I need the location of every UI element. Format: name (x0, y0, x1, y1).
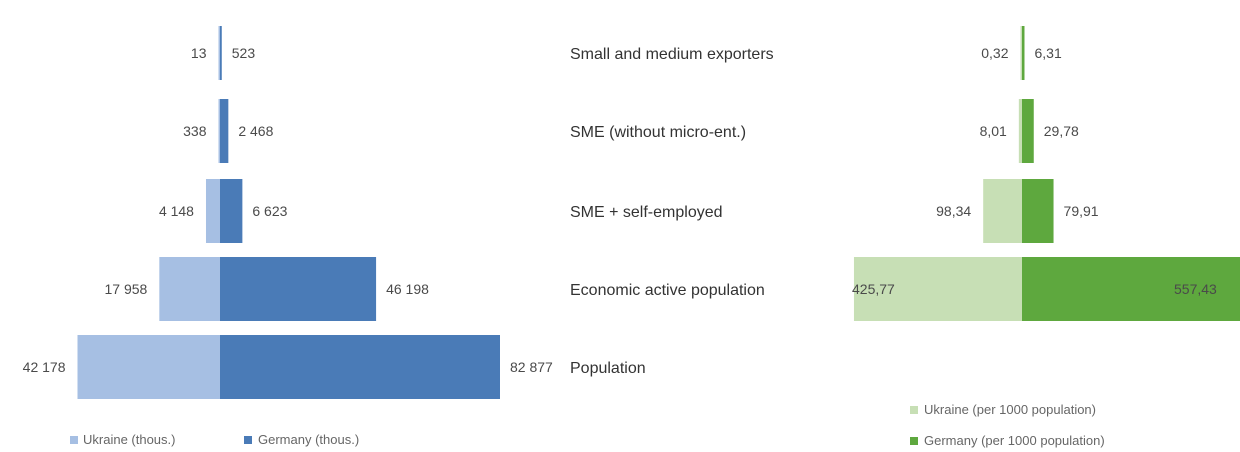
label-germany-per1000-sme-without-micro-ent: 29,78 (1044, 123, 1079, 139)
label-ukraine-per1000-small-and-medium-exporters: 0,32 (981, 45, 1008, 61)
legend-swatch-germany-per1000 (910, 437, 918, 445)
legend-swatch-ukraine-per1000 (910, 406, 918, 414)
legend-label-ukraine-per1000: Ukraine (per 1000 population) (924, 402, 1096, 417)
bar-ukraine-per1000-small-and-medium-exporters (1020, 26, 1022, 80)
label-ukraine-thous-small-and-medium-exporters: 13 (191, 45, 207, 61)
label-ukraine-thous-population: 42 178 (23, 359, 66, 375)
bar-germany-thous-small-and-medium-exporters (220, 26, 222, 80)
legend-label-germany-thous: Germany (thous.) (258, 432, 359, 447)
category-label-sme-self-employed: SME + self-employed (570, 204, 723, 221)
label-germany-thous-population: 82 877 (510, 359, 553, 375)
category-label-sme-without-micro-ent: SME (without micro-ent.) (570, 124, 746, 141)
category-label-small-and-medium-exporters: Small and medium exporters (570, 46, 774, 63)
bar-ukraine-thous-small-and-medium-exporters (218, 26, 220, 80)
legend-swatch-germany-thous (244, 436, 252, 444)
bar-germany-thous-sme-self-employed (220, 179, 243, 243)
category-label-population: Population (570, 360, 646, 377)
legend-swatch-ukraine-thous (70, 436, 78, 444)
label-germany-thous-small-and-medium-exporters: 523 (232, 45, 256, 61)
bar-germany-thous-economic-active-population (220, 257, 377, 321)
bar-ukraine-per1000-sme-without-micro-ent (1018, 99, 1022, 163)
bar-ukraine-thous-sme-without-micro-ent (218, 99, 220, 163)
label-germany-per1000-sme-self-employed: 79,91 (1064, 203, 1099, 219)
bar-germany-per1000-economic-active-population (1022, 257, 1240, 321)
label-ukraine-per1000-sme-self-employed: 98,34 (936, 203, 971, 219)
label-ukraine-thous-sme-without-micro-ent: 338 (183, 123, 207, 139)
label-germany-thous-economic-active-population: 46 198 (386, 281, 429, 297)
bar-germany-per1000-small-and-medium-exporters (1022, 26, 1025, 80)
bar-ukraine-per1000-economic-active-population (853, 257, 1022, 321)
category-label-economic-active-population: Economic active population (570, 282, 765, 299)
label-germany-thous-sme-self-employed: 6 623 (252, 203, 287, 219)
legend-label-ukraine-thous: Ukraine (thous.) (83, 432, 175, 447)
label-ukraine-per1000-sme-without-micro-ent: 8,01 (980, 123, 1007, 139)
label-germany-per1000-small-and-medium-exporters: 6,31 (1034, 45, 1061, 61)
label-germany-per1000-economic-active-population: 557,43 (1174, 281, 1217, 297)
bar-germany-thous-population (220, 335, 500, 399)
bar-ukraine-thous-population (77, 335, 220, 399)
label-ukraine-thous-economic-active-population: 17 958 (105, 281, 148, 297)
label-ukraine-thous-sme-self-employed: 4 148 (159, 203, 194, 219)
bar-ukraine-thous-sme-self-employed (205, 179, 220, 243)
label-germany-thous-sme-without-micro-ent: 2 468 (238, 123, 273, 139)
bar-germany-per1000-sme-self-employed (1022, 179, 1054, 243)
bar-ukraine-thous-economic-active-population (159, 257, 220, 321)
bar-germany-thous-sme-without-micro-ent (220, 99, 229, 163)
legend-label-germany-per1000: Germany (per 1000 population) (924, 433, 1105, 448)
bar-germany-per1000-sme-without-micro-ent (1022, 99, 1034, 163)
bar-ukraine-per1000-sme-self-employed (983, 179, 1022, 243)
label-ukraine-per1000-economic-active-population: 425,77 (852, 281, 895, 297)
